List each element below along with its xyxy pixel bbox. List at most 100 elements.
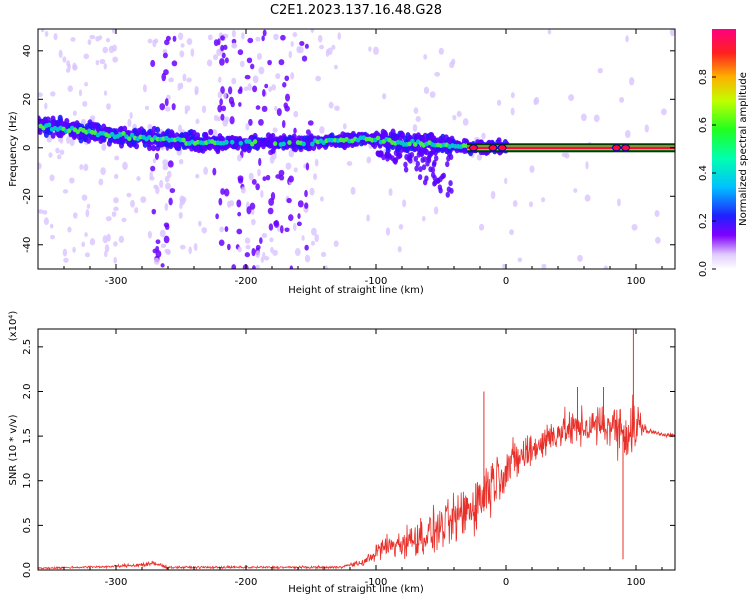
spectrogram-speckle (241, 32, 245, 40)
spectrogram-speckle (397, 246, 402, 253)
spectrogram-band-cell (415, 160, 421, 167)
spectrogram-speckle (350, 186, 356, 195)
spectrogram-core-cell (46, 122, 52, 128)
spectrogram-speckle (212, 167, 217, 176)
spectrogram-speckle (70, 37, 76, 42)
spectrogram-speckle (244, 74, 251, 80)
spectrogram-speckle (261, 105, 268, 112)
spectrogram-speckle (212, 54, 219, 61)
spectrogram-speckle (79, 164, 84, 171)
spectrogram-speckle (415, 115, 421, 123)
spectrogram-speckle (98, 178, 104, 186)
spectrogram-speckle (310, 29, 315, 33)
spectrogram-x-tick-label: -200 (235, 276, 258, 287)
snr-x-tick-label: -200 (235, 577, 258, 588)
spectrogram-band-cell (122, 125, 128, 133)
spectrogram-speckle (172, 35, 177, 42)
spectrogram-speckle (385, 227, 391, 236)
spectrogram-x-tick-label: 0 (503, 276, 509, 287)
spectrogram-speckle (72, 64, 78, 71)
spectrogram-core-cell (410, 138, 415, 144)
spectrogram-speckle (182, 73, 187, 82)
spectrogram-speckle (198, 220, 202, 227)
spectrogram-speckle (413, 107, 419, 115)
spectrogram-speckle (250, 208, 255, 215)
spectrogram-speckle (568, 94, 575, 102)
snr-y-tick-label: 0.0 (22, 562, 33, 578)
spectrogram-speckle (104, 250, 108, 258)
spectrogram-heatmap (38, 29, 675, 269)
spectrogram-speckle (105, 216, 112, 222)
spectrogram-speckle (278, 59, 285, 66)
spectrogram-speckle (38, 209, 44, 214)
spectrogram-core-cell (121, 131, 126, 136)
spectrogram-speckle (294, 248, 301, 257)
spectrogram-speckle (164, 39, 170, 46)
spectrogram-speckle (152, 158, 157, 164)
spectrogram-speckle (159, 103, 166, 111)
spectrogram-speckle (398, 223, 404, 230)
spectrogram-speckle (155, 245, 160, 252)
spectrogram-speckle (512, 200, 518, 207)
spectrogram-speckle (654, 210, 660, 217)
spectrogram-speckle (167, 160, 174, 168)
spectrogram-core-cell (310, 141, 315, 147)
spectrogram-speckle (255, 36, 261, 42)
spectrogram-speckle (333, 240, 339, 248)
spectrogram-speckle (669, 29, 675, 37)
spectrogram-frame (37, 28, 676, 270)
spectrogram-speckle (44, 102, 48, 110)
colorbar-ticks: 0.0 0.2 0.4 0.6 0.8 (698, 69, 716, 277)
spectrogram-speckle (402, 199, 407, 208)
spectrogram-speckle (55, 147, 60, 154)
spectrogram-speckle (314, 233, 320, 243)
spectrogram-speckle (547, 29, 552, 35)
spectrogram-speckle (603, 265, 609, 269)
spectrogram-core-cell (230, 139, 235, 145)
spectrogram-y-tick-label: -20 (22, 188, 33, 204)
spectrogram-core-cell (238, 140, 243, 146)
spectrogram-band-cell (414, 165, 419, 172)
spectrogram-core-cell (224, 139, 229, 145)
spectrogram-peak-cell (612, 144, 621, 152)
spectrogram-speckle (421, 215, 426, 222)
spectrogram-speckle (67, 226, 72, 233)
spectrogram-speckle (57, 154, 62, 160)
spectrogram-speckle (247, 37, 254, 44)
snr-line (38, 394, 675, 570)
snr-panel: -300 -200 -100 0 100 0.0 0.5 1.0 1.5 2.0 2.5 Heigh… (8, 311, 676, 595)
spectrogram-y-tick-label: -40 (22, 237, 33, 253)
spectrogram-speckle (285, 162, 292, 170)
spectrogram-speckle (270, 192, 276, 201)
spectrogram-speckle (99, 58, 106, 65)
spectrogram-speckle (58, 49, 63, 59)
spectrogram-band-cell (408, 157, 413, 164)
spectrogram-speckle (248, 118, 253, 126)
spectrogram-speckle (147, 230, 152, 239)
snr-y-tick-label: 1.0 (22, 473, 33, 489)
spectrogram-speckle (580, 113, 587, 122)
spectrogram-speckle (293, 110, 299, 118)
spectrogram-speckle (203, 166, 209, 175)
spectrogram-speckle (269, 155, 275, 164)
spectrogram-band-cell (446, 186, 452, 193)
spectrogram-band-cell (151, 144, 157, 152)
spectrogram-speckle (186, 38, 193, 46)
spectrogram-speckle (504, 177, 508, 185)
spectrogram-speckle (48, 152, 53, 158)
snr-y-tick-label: 0.5 (22, 517, 33, 533)
snr-x-tick-label: -100 (365, 577, 388, 588)
spectrogram-speckle (541, 197, 546, 203)
spectrogram-band-cell (291, 133, 297, 140)
spectrogram-band-cell (403, 161, 408, 168)
spectrogram-speckle (293, 167, 298, 173)
spectrogram-speckle (252, 85, 258, 93)
spectrogram-band-core (467, 146, 675, 149)
spectrogram-speckle (104, 244, 110, 253)
spectrogram-speckle (217, 38, 221, 46)
spectrogram-speckle (195, 173, 200, 179)
spectrogram-speckle (275, 174, 281, 179)
spectrogram-speckle (502, 263, 506, 269)
spectrogram-speckle (449, 61, 455, 69)
